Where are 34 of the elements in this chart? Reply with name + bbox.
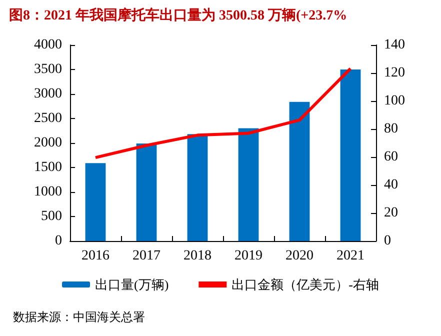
- bar: [289, 102, 310, 241]
- y2-tick-label: 60: [384, 150, 398, 164]
- y-tick-label: 3500: [34, 62, 62, 77]
- y-tick-label: 1000: [34, 184, 62, 200]
- bar: [85, 163, 106, 241]
- x-tick-label: 2017: [132, 248, 160, 264]
- y2-tick-label: 100: [384, 94, 405, 108]
- x-tick-label: 2016: [82, 248, 110, 264]
- y-tick-label: 3000: [34, 86, 62, 102]
- x-tick-label: 2019: [234, 248, 262, 264]
- legend-label: 出口量(万辆): [95, 277, 169, 292]
- bar: [340, 70, 361, 241]
- y-tick-label: 4000: [34, 38, 62, 52]
- legend-label: 出口金额（亿美元）-右轴: [232, 277, 380, 292]
- y-tick-label: 2500: [34, 111, 62, 126]
- y-tick-label: 0: [55, 234, 62, 248]
- y2-tick-label: 20: [384, 206, 398, 220]
- bar: [238, 128, 259, 241]
- source-note: 数据来源：中国海关总署: [13, 310, 145, 324]
- y2-tick-label: 140: [384, 38, 405, 52]
- x-tick-label: 2021: [336, 248, 364, 264]
- bar: [136, 143, 157, 241]
- line-series: [94, 67, 352, 160]
- y2-tick-label: 40: [384, 178, 398, 192]
- y2-tick-label: 120: [384, 66, 405, 80]
- y-tick-label: 500: [41, 209, 62, 224]
- y-tick-label: 1500: [34, 160, 62, 175]
- x-tick-label: 2018: [184, 248, 212, 264]
- chart-title: 图8：2021 年我国摩托车出口量为 3500.58 万辆(+23.7%: [9, 6, 348, 24]
- x-tick-label: 2020: [286, 248, 314, 264]
- bar: [187, 134, 208, 241]
- y-tick-label: 2000: [34, 136, 62, 150]
- y2-tick-label: 0: [384, 234, 391, 248]
- y2-tick-label: 80: [384, 122, 398, 136]
